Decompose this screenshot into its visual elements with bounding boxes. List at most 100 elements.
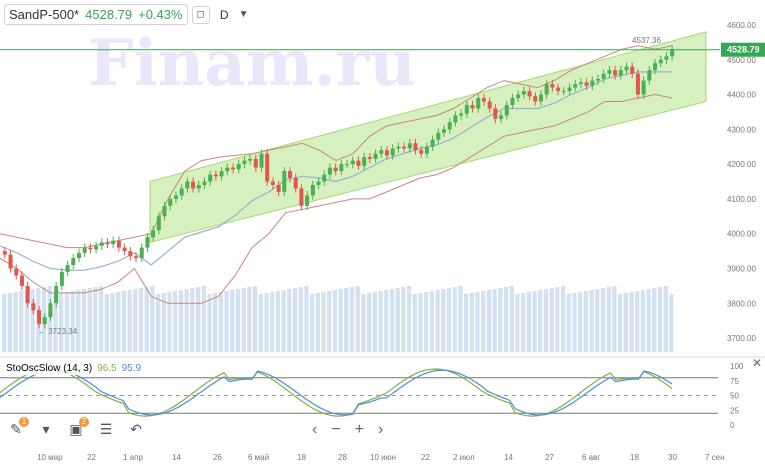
volume-bar: [446, 288, 452, 352]
candle-body: [436, 132, 441, 140]
candle-body: [71, 258, 76, 266]
volume-bar: [612, 286, 617, 352]
candle-body: [236, 164, 241, 170]
candle-body: [59, 271, 64, 286]
volume-bar: [133, 289, 138, 352]
candle-body: [42, 317, 47, 325]
volume-bar: [207, 294, 212, 352]
candle-body: [510, 98, 515, 105]
volume-bar: [669, 294, 674, 352]
candle-body: [162, 205, 167, 217]
volume-bar: [498, 288, 503, 352]
pencil-icon[interactable]: ✎ 1: [6, 417, 29, 438]
stochastic-tick-label: 75: [730, 377, 739, 386]
candle-body: [481, 98, 486, 102]
candle-body: [134, 256, 139, 259]
candle-body: [151, 230, 156, 238]
candle-body: [19, 275, 24, 286]
volume-bar: [7, 293, 12, 352]
candle-body: [230, 167, 235, 170]
candle-body: [641, 80, 646, 95]
candle-body: [596, 78, 601, 81]
volume-bar: [59, 293, 64, 352]
volume-bar: [309, 294, 315, 352]
candle-body: [653, 63, 658, 71]
scroll-right-button[interactable]: ›: [378, 421, 384, 438]
candle-body: [516, 94, 521, 99]
volume-bar: [555, 287, 560, 352]
symbol-selector[interactable]: SandP-500* 4528.79 +0.43%: [4, 4, 188, 25]
volume-bar: [275, 291, 281, 352]
volume-bar: [332, 290, 338, 352]
volume-bar: [178, 290, 184, 352]
zoom-in-button[interactable]: +: [354, 421, 365, 438]
volume-bar: [252, 286, 258, 352]
layers-icon[interactable]: ▾: [42, 420, 50, 437]
period-selector[interactable]: D: [219, 7, 229, 22]
candle-body: [470, 104, 475, 109]
volume-bar: [617, 294, 623, 352]
compare-button[interactable]: ◻: [191, 5, 210, 24]
candle-body: [242, 160, 247, 165]
candle-body: [487, 101, 492, 109]
volume-bar: [583, 291, 589, 352]
x-tick-label: 26: [213, 453, 222, 462]
drawing-toolbar: ✎ 1 ▾ ▣ 2 ☰ ↶: [6, 417, 146, 438]
candle-body: [139, 247, 144, 259]
candle-body: [356, 160, 361, 166]
x-tick-label: 10 мар: [37, 453, 63, 462]
volume-bar: [543, 289, 549, 352]
candle-body: [322, 174, 327, 182]
candle-body: [561, 91, 566, 93]
candle-body: [116, 240, 121, 248]
undo-icon[interactable]: ↶: [130, 420, 142, 437]
candle-body: [316, 181, 321, 185]
watermark-text: Finam.ru: [88, 26, 416, 101]
x-tick-label: 14: [504, 453, 513, 462]
candle-body: [521, 91, 526, 95]
candle-body: [253, 158, 258, 168]
volume-bar: [264, 293, 269, 352]
settings-list-icon[interactable]: ☰: [99, 420, 113, 437]
candle-body: [213, 174, 218, 177]
volume-bar: [150, 286, 155, 352]
volume-bar: [635, 291, 640, 352]
scroll-left-button[interactable]: ‹: [312, 421, 318, 438]
x-tick-label: 10 июн: [370, 453, 396, 462]
candle-body: [327, 167, 332, 175]
volume-bar: [418, 293, 423, 352]
candle-body: [567, 87, 572, 92]
volume-bar: [321, 292, 326, 352]
chevron-down-icon[interactable]: ▼: [238, 9, 249, 20]
volume-bar: [384, 290, 389, 352]
x-tick-label: 22: [87, 453, 96, 462]
volume-bar: [327, 291, 332, 352]
chart-template-icon[interactable]: ▣ 2: [66, 417, 89, 438]
candle-body: [573, 84, 578, 88]
candle-body: [293, 178, 298, 189]
candle-body: [419, 150, 424, 154]
volume-bar: [538, 290, 543, 352]
candle-body: [99, 242, 104, 246]
candle-body: [670, 49, 675, 57]
y-tick-label: 3900.00: [727, 265, 756, 274]
y-tick-label: 4600.00: [727, 21, 756, 30]
candle-body: [2, 251, 7, 255]
candle-body: [333, 167, 338, 172]
y-tick-label: 4400.00: [727, 91, 756, 100]
close-icon[interactable]: ✕: [752, 356, 763, 370]
x-tick-label: 28: [338, 453, 347, 462]
volume-bar: [424, 292, 429, 352]
candle-body: [105, 242, 110, 245]
candle-body: [453, 115, 458, 123]
candle-body: [556, 87, 561, 92]
candle-body: [310, 185, 315, 196]
volume-bar: [218, 292, 224, 352]
candle-body: [156, 216, 161, 231]
zoom-out-button[interactable]: −: [331, 421, 341, 438]
candle-body: [288, 171, 293, 179]
y-tick-label: 3700.00: [727, 334, 756, 343]
volume-bar: [401, 287, 406, 352]
volume-bar: [560, 286, 566, 352]
